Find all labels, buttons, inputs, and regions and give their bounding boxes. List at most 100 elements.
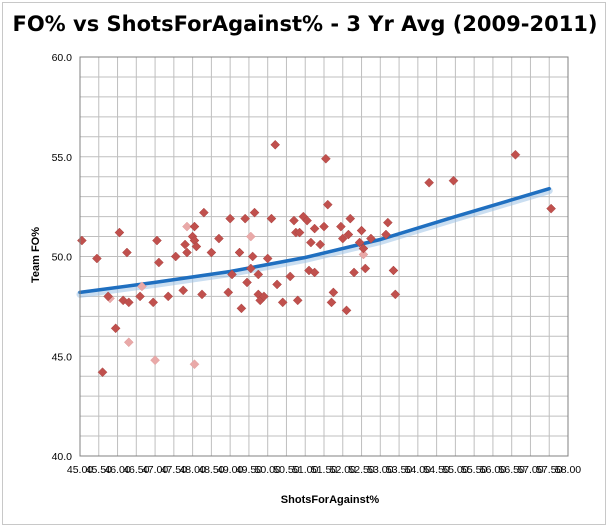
y-tick-label: 55.0 (52, 152, 73, 164)
x-tick-label: 46.00 (104, 464, 130, 476)
data-point (349, 267, 359, 278)
x-tick-label: 52.00 (330, 464, 356, 476)
x-tick-label: 57.50 (536, 464, 562, 476)
data-point (354, 237, 365, 248)
data-point (253, 269, 264, 280)
data-point (170, 251, 181, 262)
data-point (180, 239, 190, 250)
data-point (135, 291, 145, 302)
tick-labels: 45.0045.5046.0046.5047.0047.5048.0048.50… (52, 52, 582, 476)
chart-frame (2, 2, 606, 525)
data-point (247, 251, 258, 262)
data-point-faded (137, 281, 147, 292)
data-point (289, 215, 299, 226)
data-point (309, 267, 320, 278)
data-point (382, 217, 393, 228)
data-point (214, 233, 224, 244)
x-axis-label: ShotsForAgainst% (280, 494, 380, 506)
data-point (153, 257, 164, 268)
data-point (110, 323, 121, 334)
data-point (302, 215, 312, 226)
data-point-faded (189, 359, 200, 370)
data-point (388, 265, 399, 276)
data-point-faded (358, 249, 369, 260)
data-point (343, 229, 354, 240)
y-tick-label: 45.0 (52, 351, 73, 363)
data-point (197, 289, 207, 300)
data-point (123, 297, 134, 308)
data-point (336, 221, 346, 232)
data-point (309, 223, 320, 234)
x-tick-label: 57.00 (517, 464, 543, 476)
data-point (321, 153, 331, 164)
data-point (272, 279, 282, 290)
data-point (292, 295, 303, 306)
data-point (240, 213, 251, 224)
data-point (97, 367, 108, 378)
data-point (189, 221, 200, 232)
x-tick-label: 51.00 (292, 464, 318, 476)
data-point (262, 253, 273, 264)
y-tick-label: 50.0 (52, 252, 73, 264)
data-point (328, 287, 339, 298)
y-tick-label: 60.0 (52, 52, 73, 64)
data-point (270, 139, 281, 150)
x-tick-label: 53.50 (386, 464, 412, 476)
data-point (381, 229, 391, 240)
x-tick-label: 54.50 (423, 464, 449, 476)
x-tick-label: 46.50 (123, 464, 149, 476)
data-point (77, 235, 87, 246)
data-point (122, 247, 132, 258)
data-point (326, 297, 337, 308)
trend-line-group (76, 186, 553, 298)
x-tick-label: 55.00 (442, 464, 468, 476)
data-point (319, 221, 329, 232)
x-tick-label: 55.50 (461, 464, 487, 476)
x-tick-label: 51.50 (311, 464, 337, 476)
x-tick-label: 56.00 (480, 464, 506, 476)
data-point (163, 291, 174, 302)
data-point (225, 213, 236, 224)
data-point (182, 247, 192, 258)
data-point (337, 233, 348, 244)
x-tick-label: 53.00 (367, 464, 393, 476)
data-point (191, 241, 202, 252)
data-point (259, 291, 269, 302)
x-tick-label: 48.00 (179, 464, 205, 476)
data-point (266, 213, 277, 224)
data-points (77, 139, 556, 378)
data-point (277, 297, 288, 308)
data-point (285, 271, 296, 282)
data-point (546, 203, 556, 214)
x-tick-label: 45.50 (86, 464, 112, 476)
plot-area-border (79, 56, 569, 457)
x-tick-label: 52.50 (348, 464, 374, 476)
data-point (245, 263, 256, 274)
data-point (206, 247, 217, 258)
x-tick-label: 54.00 (405, 464, 431, 476)
data-point (114, 227, 125, 238)
x-tick-label: 49.50 (236, 464, 262, 476)
x-tick-label: 49.00 (217, 464, 243, 476)
trend-line-shadow (76, 187, 553, 298)
data-point (152, 235, 162, 246)
data-point (227, 269, 237, 280)
data-point-faded (123, 337, 134, 348)
x-tick-label: 48.50 (198, 464, 224, 476)
data-point (249, 207, 260, 218)
data-point (424, 177, 434, 188)
data-point (345, 213, 356, 224)
data-point-faded (182, 221, 192, 232)
data-point (390, 289, 401, 300)
chart-title: FO% vs ShotsForAgainst% - 3 Yr Avg (2009… (12, 12, 598, 36)
data-point (223, 287, 234, 298)
data-point (199, 207, 209, 218)
data-point (448, 175, 459, 186)
data-point (148, 297, 159, 308)
data-point (236, 303, 247, 314)
data-point-faded (150, 355, 160, 366)
data-point (294, 227, 305, 238)
data-point (178, 285, 189, 296)
x-tick-label: 47.00 (142, 464, 168, 476)
